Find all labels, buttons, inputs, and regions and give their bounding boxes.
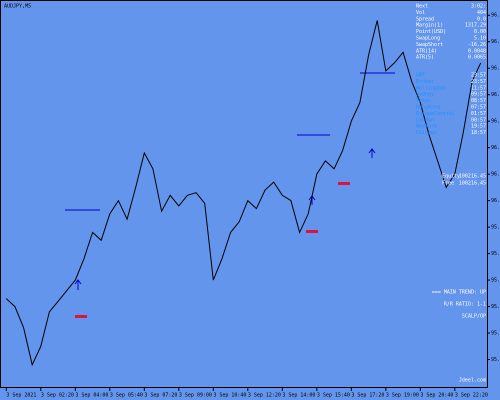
x-tick-label: 3 Sep 17:20 [351,393,384,399]
x-tick-label: 3 Sep 02:20 [41,393,74,399]
info-label: SwapLong [416,36,440,42]
info-label: Next [416,4,428,10]
y-tick-label: 96.70 [491,13,500,19]
session-label: Sydney [416,92,434,98]
x-tick-label: 3 Sep 07:20 [144,393,177,399]
y-tick-label: 96.10 [491,172,500,178]
session-label: London [416,117,434,123]
session-label: Tokyo [416,98,431,104]
x-tick-label: 3 Sep 12:20 [248,393,281,399]
session-time: 07:57 [471,105,486,111]
session-label: Wellington [416,85,446,91]
y-tick-label: 96.50 [491,66,500,72]
session-time: 18:57 [471,130,486,136]
session-label: HongKong [416,105,440,111]
info-value: 1317.29 [465,23,486,29]
x-tick-label: 3 Sep 19:00 [386,393,419,399]
info-label: SwapShort [416,42,443,48]
info-value: 5.10 [474,36,486,42]
info-label: Spread [416,16,434,22]
y-tick-label: 95.40 [491,357,500,363]
y-tick-label: 95.50 [491,331,500,337]
y-tick-label: 96.30 [491,119,500,125]
info-label: ATR(14) [416,48,437,54]
x-tick-label: 3 Sep 2021 [6,393,36,399]
y-tick-label: 95.70 [491,278,500,284]
x-tick-label: 3 Sep 20:40 [420,393,453,399]
session-time: 11:57 [471,85,486,91]
y-tick-label: 96.00 [491,198,500,204]
trend-text: SCALP/OP [462,314,486,320]
y-tick-label: 96.60 [491,39,500,45]
x-tick-label: 3 Sep 05:40 [110,393,143,399]
equity-label: Equity [442,174,460,180]
info-value: 3:02: [471,4,486,10]
equity-label: Free [442,181,454,187]
info-value: -16.26 [468,42,486,48]
y-tick-label: 96.20 [491,145,500,151]
info-value: 0.0065 [468,55,486,61]
session-time: 19:57 [471,124,486,130]
session-time: 23:57 [471,79,486,85]
y-tick-label: 96.40 [491,92,500,98]
info-label: Vol [416,10,425,16]
trend-text: === MAIN TREND: UP [432,290,486,296]
session-label: EuropeCentral [416,111,455,117]
buy-arrow [74,279,82,290]
session-label: Broker [416,79,434,85]
y-tick-label: 95.90 [491,225,500,231]
x-tick-label: 3 Sep 14:00 [282,393,315,399]
symbol-title: AUDJPY,M5 [4,4,31,10]
equity-value: 100216.45 [459,174,486,180]
session-label: Chicago [416,130,437,136]
session-time: 01:57 [471,111,486,117]
session-time: 09:57 [471,92,486,98]
session-time: 23:57 [471,73,486,79]
session-time: 00:57 [471,117,486,123]
info-label: Point(USD) [416,29,446,35]
signal-marker [75,315,87,318]
info-value: 0.0048 [468,48,486,54]
y-tick-label: 95.60 [491,304,500,310]
x-tick-label: 3 Sep 15:40 [317,393,350,399]
buy-arrow [368,148,376,158]
x-tick-label: 3 Sep 04:00 [75,393,108,399]
x-tick-label: 3 Sep 10:40 [213,393,246,399]
info-label: Margin(1) [416,23,443,29]
plot-frame [0,0,488,388]
info-value: 0.0 [477,16,486,22]
session-label: GMT [416,73,425,79]
info-value: 404 [477,10,486,16]
x-tick-label: 3 Sep 09:00 [179,393,212,399]
x-tick-label: 3 Sep 22:20 [455,393,488,399]
info-value: 0.00 [474,29,486,35]
info-label: ATR(5) [416,55,434,61]
session-time: 08:57 [471,98,486,104]
signal-marker [338,182,350,185]
price-line [5,20,482,367]
equity-value: 100216.45 [459,181,486,187]
signal-marker [306,230,318,233]
session-label: NewYork [416,124,437,130]
trend-text: R/R RATIO: 1-1 [444,302,486,308]
watermark: Jdeel.com [459,378,486,384]
y-tick-label: 95.80 [491,251,500,257]
